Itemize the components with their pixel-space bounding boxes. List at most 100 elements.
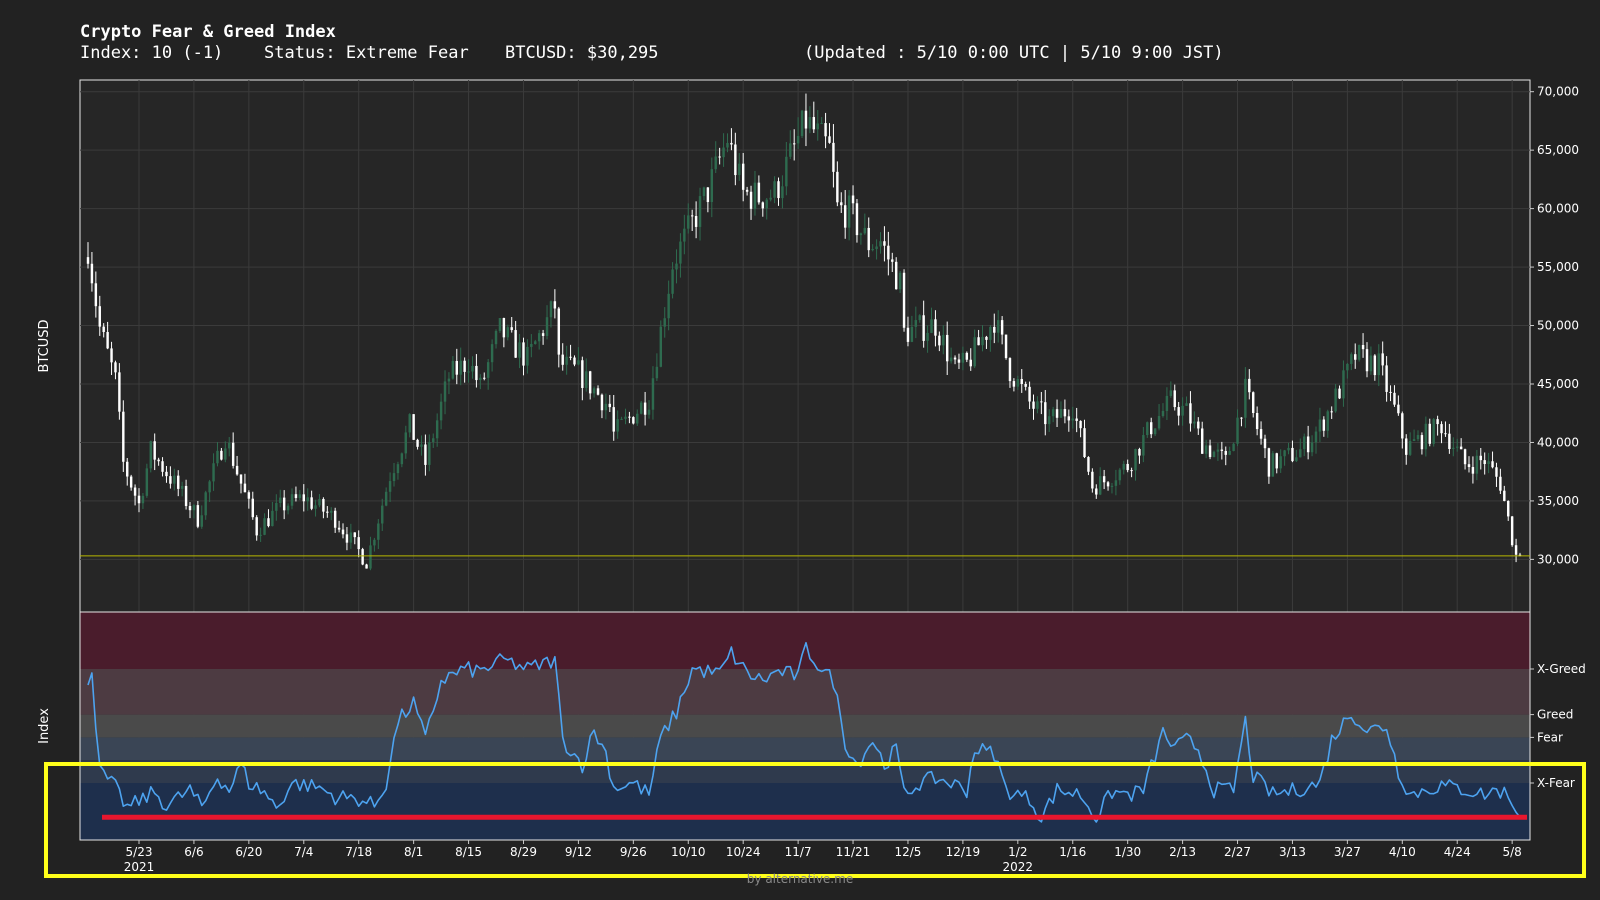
candle xyxy=(1095,484,1098,499)
candle-body xyxy=(585,371,588,388)
candle xyxy=(1412,429,1416,442)
candle xyxy=(1448,423,1451,454)
candle-body xyxy=(1240,417,1243,419)
candle-body xyxy=(102,326,105,333)
candle xyxy=(455,348,459,385)
candle xyxy=(781,175,784,209)
candle-body xyxy=(157,459,160,462)
candle-body xyxy=(1118,469,1122,481)
candle-body xyxy=(1295,457,1298,462)
candle xyxy=(620,416,623,420)
candle-body xyxy=(745,189,749,192)
candle-body xyxy=(286,505,290,511)
candle-body xyxy=(259,534,262,536)
candle xyxy=(1424,416,1428,457)
candle xyxy=(1467,456,1471,473)
candle xyxy=(1142,426,1145,463)
candle xyxy=(396,461,400,480)
candle xyxy=(279,489,282,508)
candle xyxy=(1075,407,1078,433)
candle xyxy=(330,507,333,521)
candle-body xyxy=(204,492,207,516)
candle xyxy=(483,372,486,381)
candle xyxy=(192,503,196,519)
candle xyxy=(663,307,666,338)
candle-body xyxy=(859,233,863,236)
candle xyxy=(612,394,615,441)
candle-body xyxy=(789,143,792,157)
candle xyxy=(416,438,419,450)
candle-body xyxy=(749,191,753,209)
candle-body xyxy=(855,203,859,236)
candle-body xyxy=(726,142,729,148)
candle xyxy=(1507,500,1510,521)
candle-body xyxy=(381,505,384,524)
candle xyxy=(761,201,765,217)
candle-body xyxy=(757,182,761,203)
candle xyxy=(282,490,286,520)
candle xyxy=(1271,450,1275,477)
candle-body xyxy=(514,330,517,358)
candle-body xyxy=(632,417,635,424)
candle-body xyxy=(1412,439,1416,442)
candle-body xyxy=(722,147,725,158)
candle-body xyxy=(1499,476,1502,491)
candle xyxy=(1040,391,1043,415)
x-tick-label: 2/27 xyxy=(1224,845,1251,859)
candle xyxy=(157,457,160,466)
candle xyxy=(573,355,576,367)
candle xyxy=(1310,435,1314,457)
candle xyxy=(537,329,541,350)
candle xyxy=(773,176,776,204)
candle xyxy=(718,147,721,165)
candle xyxy=(549,300,553,328)
candle-body xyxy=(985,336,988,340)
candle xyxy=(1499,468,1502,494)
candle-body xyxy=(1044,402,1047,425)
candle xyxy=(1291,440,1294,463)
candle-body xyxy=(616,419,619,432)
candle-body xyxy=(408,414,411,433)
candle-body xyxy=(1475,455,1479,474)
candle-body xyxy=(1401,413,1404,439)
candle xyxy=(1326,409,1329,438)
candle-body xyxy=(1091,471,1094,489)
candle xyxy=(1063,399,1067,424)
candle xyxy=(981,325,984,352)
candle xyxy=(894,257,898,290)
candle-body xyxy=(612,407,615,432)
candle-body xyxy=(326,511,329,513)
candle xyxy=(463,357,466,383)
status-text: Status: Extreme Fear xyxy=(264,43,469,63)
candle-body xyxy=(341,529,345,535)
candle xyxy=(106,321,109,350)
candle xyxy=(777,177,780,206)
candle-body xyxy=(1365,349,1369,372)
candle-body xyxy=(467,371,470,373)
candle-body xyxy=(1322,419,1326,431)
candle xyxy=(1444,421,1447,437)
candle xyxy=(369,536,372,571)
candle xyxy=(847,189,851,241)
candle xyxy=(812,101,816,133)
candle-body xyxy=(969,359,972,367)
candle xyxy=(851,185,855,215)
candle xyxy=(859,232,863,245)
candle-body xyxy=(1153,428,1157,435)
candle-body xyxy=(1197,421,1200,429)
index-value-text: Index: 10 (-1) xyxy=(80,43,224,63)
candle xyxy=(475,354,478,388)
candle-body xyxy=(90,263,94,284)
yellow-highlight-box xyxy=(44,762,1586,878)
candle xyxy=(785,142,788,196)
candle-body xyxy=(796,135,800,144)
candle xyxy=(977,329,980,346)
x-tick-label: 12/5 xyxy=(894,845,921,859)
candle xyxy=(1177,401,1180,426)
price-tick-label: 60,000 xyxy=(1537,202,1579,216)
candle-body xyxy=(1248,378,1251,393)
candle xyxy=(322,497,325,519)
candle xyxy=(1204,439,1208,459)
candle xyxy=(985,335,988,349)
candle xyxy=(1185,396,1188,406)
